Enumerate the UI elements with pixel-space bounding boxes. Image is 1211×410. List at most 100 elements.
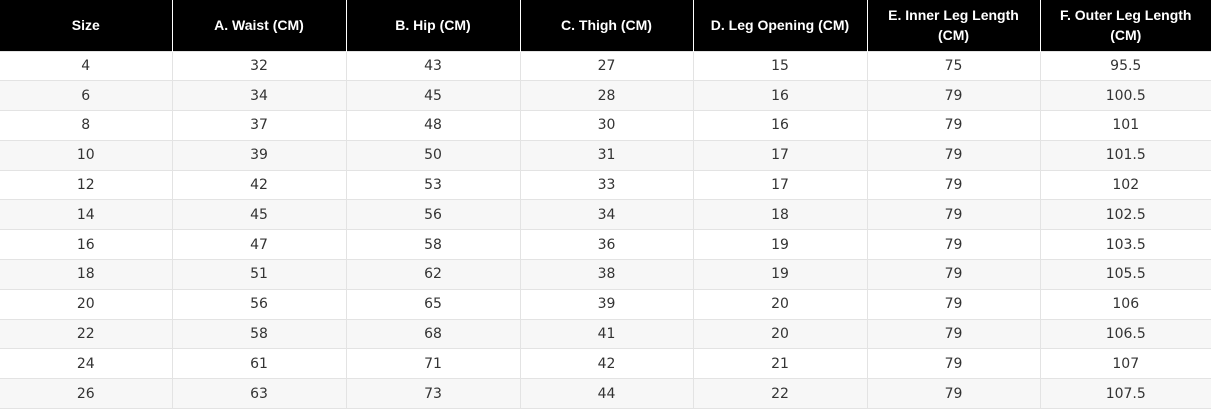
cell-hip: 53 — [345, 169, 521, 201]
cell-outer-leg-length: 101.5 — [1039, 139, 1211, 171]
cell-leg-opening: 22 — [692, 378, 868, 410]
cell-leg-opening: 15 — [692, 50, 868, 82]
cell-thigh: 42 — [519, 348, 694, 380]
column-header-size: Size — [0, 0, 173, 51]
cell-outer-leg-length: 107.5 — [1039, 378, 1211, 410]
column-header-thigh: C. Thigh (CM) — [519, 0, 694, 51]
cell-size: 10 — [0, 139, 173, 171]
cell-size: 14 — [0, 199, 173, 231]
table-row: 26 63 73 44 22 79 107.5 — [0, 378, 1211, 410]
cell-outer-leg-length: 101 — [1039, 110, 1211, 141]
cell-outer-leg-length: 102.5 — [1039, 199, 1211, 231]
cell-hip: 65 — [345, 288, 521, 320]
cell-inner-leg-length: 79 — [866, 288, 1041, 320]
cell-inner-leg-length: 79 — [866, 318, 1041, 350]
cell-outer-leg-length: 107 — [1039, 348, 1211, 380]
table-row: 20 56 65 39 20 79 106 — [0, 288, 1211, 320]
cell-waist: 45 — [171, 199, 347, 231]
cell-waist: 47 — [171, 229, 347, 261]
cell-inner-leg-length: 79 — [866, 378, 1041, 410]
table-row: 22 58 68 41 20 79 106.5 — [0, 318, 1211, 350]
cell-thigh: 33 — [519, 169, 694, 201]
cell-thigh: 36 — [519, 229, 694, 261]
cell-size: 6 — [0, 80, 173, 112]
column-header-waist: A. Waist (CM) — [171, 0, 347, 51]
cell-hip: 58 — [345, 229, 521, 261]
table-row: 16 47 58 36 19 79 103.5 — [0, 229, 1211, 261]
cell-size: 26 — [0, 378, 173, 410]
cell-size: 16 — [0, 229, 173, 261]
cell-thigh: 44 — [519, 378, 694, 410]
cell-waist: 32 — [171, 50, 347, 82]
cell-hip: 73 — [345, 378, 521, 410]
cell-waist: 61 — [171, 348, 347, 380]
cell-hip: 50 — [345, 139, 521, 171]
table-row: 10 39 50 31 17 79 101.5 — [0, 139, 1211, 171]
cell-outer-leg-length: 100.5 — [1039, 80, 1211, 112]
cell-inner-leg-length: 79 — [866, 199, 1041, 231]
cell-hip: 62 — [345, 259, 521, 290]
table-row: 18 51 62 38 19 79 105.5 — [0, 259, 1211, 290]
cell-waist: 39 — [171, 139, 347, 171]
cell-waist: 56 — [171, 288, 347, 320]
column-header-leg-opening: D. Leg Opening (CM) — [692, 0, 868, 51]
cell-leg-opening: 21 — [692, 348, 868, 380]
cell-leg-opening: 17 — [692, 139, 868, 171]
table-header: Size A. Waist (CM) B. Hip (CM) C. Thigh … — [0, 0, 1211, 51]
cell-thigh: 34 — [519, 199, 694, 231]
cell-size: 20 — [0, 288, 173, 320]
cell-leg-opening: 19 — [692, 259, 868, 290]
cell-leg-opening: 20 — [692, 318, 868, 350]
cell-leg-opening: 19 — [692, 229, 868, 261]
header-row: Size A. Waist (CM) B. Hip (CM) C. Thigh … — [0, 0, 1211, 51]
cell-inner-leg-length: 79 — [866, 139, 1041, 171]
table-body: 4 32 43 27 15 75 95.5 6 34 45 28 16 79 100.5 8 37 48 30 16… — [0, 50, 1211, 410]
cell-thigh: 38 — [519, 259, 694, 290]
table-row: 6 34 45 28 16 79 100.5 — [0, 80, 1211, 112]
cell-size: 4 — [0, 50, 173, 82]
cell-hip: 56 — [345, 199, 521, 231]
cell-hip: 43 — [345, 50, 521, 82]
table-row: 12 42 53 33 17 79 102 — [0, 169, 1211, 201]
cell-outer-leg-length: 95.5 — [1039, 50, 1211, 82]
cell-thigh: 41 — [519, 318, 694, 350]
cell-size: 18 — [0, 259, 173, 290]
cell-thigh: 31 — [519, 139, 694, 171]
cell-inner-leg-length: 79 — [866, 259, 1041, 290]
cell-waist: 37 — [171, 110, 347, 141]
cell-waist: 63 — [171, 378, 347, 410]
cell-size: 24 — [0, 348, 173, 380]
cell-outer-leg-length: 105.5 — [1039, 259, 1211, 290]
column-header-hip: B. Hip (CM) — [345, 0, 521, 51]
cell-thigh: 28 — [519, 80, 694, 112]
table-row: 8 37 48 30 16 79 101 — [0, 110, 1211, 141]
cell-inner-leg-length: 75 — [866, 50, 1041, 82]
cell-outer-leg-length: 103.5 — [1039, 229, 1211, 261]
cell-inner-leg-length: 79 — [866, 348, 1041, 380]
cell-size: 22 — [0, 318, 173, 350]
cell-waist: 51 — [171, 259, 347, 290]
cell-waist: 58 — [171, 318, 347, 350]
cell-hip: 71 — [345, 348, 521, 380]
cell-outer-leg-length: 106.5 — [1039, 318, 1211, 350]
cell-size: 8 — [0, 110, 173, 141]
cell-inner-leg-length: 79 — [866, 229, 1041, 261]
cell-thigh: 39 — [519, 288, 694, 320]
cell-leg-opening: 20 — [692, 288, 868, 320]
cell-hip: 45 — [345, 80, 521, 112]
cell-waist: 34 — [171, 80, 347, 112]
cell-thigh: 27 — [519, 50, 694, 82]
cell-leg-opening: 16 — [692, 110, 868, 141]
cell-leg-opening: 16 — [692, 80, 868, 112]
cell-size: 12 — [0, 169, 173, 201]
column-header-outer-leg-length: F. Outer Leg Length (CM) — [1039, 0, 1211, 51]
column-header-inner-leg-length: E. Inner Leg Length (CM) — [866, 0, 1041, 51]
cell-inner-leg-length: 79 — [866, 80, 1041, 112]
cell-hip: 48 — [345, 110, 521, 141]
cell-thigh: 30 — [519, 110, 694, 141]
table-row: 4 32 43 27 15 75 95.5 — [0, 50, 1211, 82]
cell-inner-leg-length: 79 — [866, 169, 1041, 201]
cell-hip: 68 — [345, 318, 521, 350]
cell-outer-leg-length: 102 — [1039, 169, 1211, 201]
